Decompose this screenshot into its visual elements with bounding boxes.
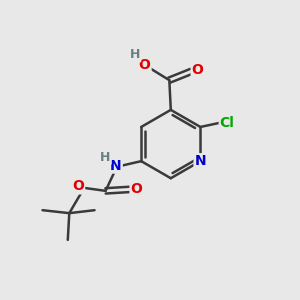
Text: O: O — [139, 58, 151, 72]
Text: O: O — [192, 63, 203, 77]
Text: N: N — [195, 154, 206, 168]
Text: N: N — [110, 159, 122, 172]
Text: O: O — [130, 182, 142, 196]
Text: Cl: Cl — [220, 116, 235, 130]
Text: H: H — [130, 48, 140, 62]
Text: H: H — [100, 151, 111, 164]
Text: O: O — [72, 179, 84, 194]
